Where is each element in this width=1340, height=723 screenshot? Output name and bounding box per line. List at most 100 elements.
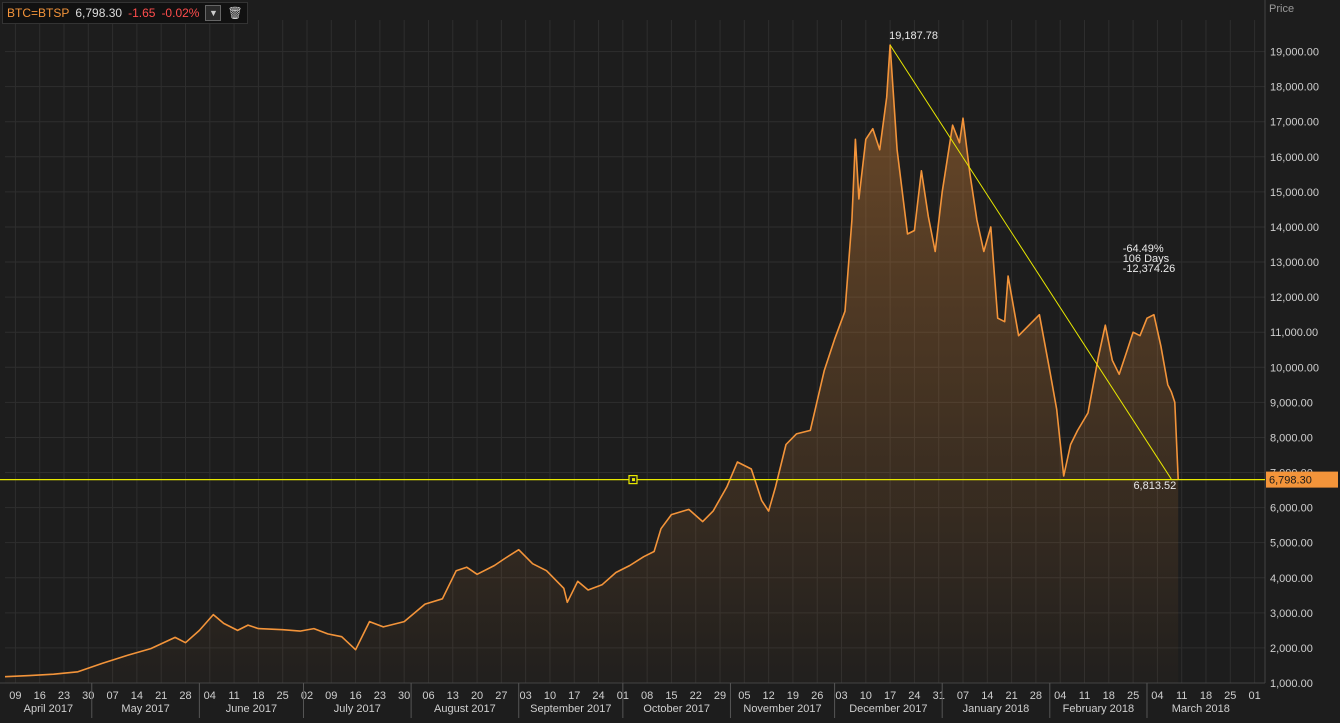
x-month-label: June 2017 xyxy=(226,703,277,715)
annotations: 6,798.30 19,187.78 6,813.52 -64.49%106 Days… xyxy=(0,30,1338,492)
x-day-tick-label: 25 xyxy=(1224,690,1236,702)
x-month-label: April 2017 xyxy=(24,703,74,715)
x-day-tick-label: 29 xyxy=(714,690,726,702)
x-day-tick-label: 11 xyxy=(1176,690,1187,702)
x-day-tick-label: 30 xyxy=(398,690,410,702)
x-month-label: March 2018 xyxy=(1172,703,1230,715)
y-axis-label: Price xyxy=(1269,3,1294,15)
chevron-down-icon[interactable]: ▼ xyxy=(205,5,222,21)
x-day-tick-label: 10 xyxy=(544,690,556,702)
last-price-tag-label: 6,798.30 xyxy=(1269,475,1312,487)
y-tick-label: 5,000.00 xyxy=(1270,538,1313,550)
x-day-tick-label: 09 xyxy=(9,690,21,702)
peak-label: 19,187.78 xyxy=(889,30,938,42)
x-day-tick-label: 11 xyxy=(228,690,239,702)
price-line xyxy=(4,44,1179,678)
x-day-tick-label: 19 xyxy=(787,690,799,702)
x-month-label: May 2017 xyxy=(121,703,169,715)
x-day-tick-label: 22 xyxy=(690,690,702,702)
y-tick-label: 10,000.00 xyxy=(1270,362,1319,374)
x-day-tick-label: 07 xyxy=(106,690,118,702)
x-day-tick-label: 23 xyxy=(374,690,386,702)
x-day-tick-label: 03 xyxy=(835,690,847,702)
ticker-change: -1.65 xyxy=(128,6,156,20)
x-day-tick-label: 10 xyxy=(860,690,872,702)
x-day-tick-label: 25 xyxy=(1127,690,1139,702)
x-month-label: September 2017 xyxy=(530,703,611,715)
x-axis: 09 16 23 30 07 14 21 28 04 11 18 25 02 09 16 23 30 06 13 20… xyxy=(0,682,1265,718)
x-day-tick-label: 09 xyxy=(325,690,337,702)
x-day-tick-label: 16 xyxy=(349,690,361,702)
x-day-tick-label: 24 xyxy=(592,690,604,702)
y-tick-label: 11,000.00 xyxy=(1270,327,1318,339)
x-day-tick-label: 21 xyxy=(155,690,167,702)
y-tick-label: 9,000.00 xyxy=(1270,397,1313,409)
ticker-bar: BTC=BTSP 6,798.30 -1.65 -0.02% ▼ 🗑 xyxy=(2,2,248,24)
x-month-label: August 2017 xyxy=(434,703,496,715)
x-month-label: October 2017 xyxy=(643,703,710,715)
x-day-tick-label: 04 xyxy=(204,690,216,702)
trendline xyxy=(889,44,1172,480)
x-day-tick-label: 07 xyxy=(957,690,969,702)
grid-lines xyxy=(5,20,1265,684)
x-day-tick-label: 13 xyxy=(447,690,459,702)
y-tick-label: 14,000.00 xyxy=(1270,222,1319,234)
x-day-tick-label: 14 xyxy=(131,690,143,702)
x-day-tick-label: 11 xyxy=(1079,690,1090,702)
x-month-label: February 2018 xyxy=(1063,703,1135,715)
x-day-tick-label: 27 xyxy=(495,690,507,702)
x-day-tick-label: 06 xyxy=(422,690,434,702)
y-tick-label: 1,000.00 xyxy=(1270,678,1313,690)
y-tick-label: 6,000.00 xyxy=(1270,503,1313,515)
y-tick-label: 19,000.00 xyxy=(1270,47,1319,59)
price-area xyxy=(4,44,1179,683)
x-month-label: January 2018 xyxy=(963,703,1030,715)
trend-stat-label: -12,374.26 xyxy=(1123,263,1176,275)
x-day-tick-label: 08 xyxy=(641,690,653,702)
line-handle-dot xyxy=(632,478,635,482)
x-day-tick-label: 03 xyxy=(520,690,532,702)
ticker-change-pct: -0.02% xyxy=(161,6,200,20)
last-price-tag xyxy=(1266,471,1338,488)
y-tick-label: 16,000.00 xyxy=(1270,152,1319,164)
y-tick-label: 2,000.00 xyxy=(1270,643,1313,655)
x-day-tick-label: 20 xyxy=(471,690,483,702)
trend-stat-label: 106 Days xyxy=(1123,253,1170,265)
y-tick-label: 3,000.00 xyxy=(1270,608,1313,620)
x-day-tick-label: 30 xyxy=(82,690,94,702)
x-day-tick-label: 02 xyxy=(301,690,313,702)
x-day-tick-label: 21 xyxy=(1005,690,1017,702)
end-label: 6,813.52 xyxy=(1133,480,1176,492)
y-tick-label: 13,000.00 xyxy=(1270,257,1319,269)
x-day-tick-label: 18 xyxy=(1200,690,1212,702)
x-day-tick-label: 15 xyxy=(665,690,677,702)
x-day-tick-label: 05 xyxy=(738,690,750,702)
x-month-label: November 2017 xyxy=(743,703,821,715)
y-tick-label: 8,000.00 xyxy=(1270,432,1313,444)
x-day-tick-label: 04 xyxy=(1151,690,1163,702)
y-tick-label: 12,000.00 xyxy=(1270,292,1319,304)
x-day-tick-label: 28 xyxy=(1030,690,1042,702)
y-tick-label: 18,000.00 xyxy=(1270,82,1319,94)
x-day-tick-label: 04 xyxy=(1054,690,1066,702)
x-day-tick-label: 17 xyxy=(568,690,580,702)
trash-icon[interactable]: 🗑 xyxy=(227,6,243,20)
x-day-tick-label: 18 xyxy=(1103,690,1115,702)
price-area-fill xyxy=(5,45,1179,683)
x-day-tick-label: 18 xyxy=(252,690,264,702)
y-tick-label: 4,000.00 xyxy=(1270,573,1313,585)
x-day-tick-label: 28 xyxy=(179,690,191,702)
ticker-symbol[interactable]: BTC=BTSP xyxy=(7,6,70,20)
x-month-label: July 2017 xyxy=(334,703,381,715)
x-day-tick-label: 01 xyxy=(1248,690,1260,702)
x-day-tick-label: 25 xyxy=(277,690,289,702)
x-day-tick-label: 12 xyxy=(763,690,775,702)
y-tick-label: 17,000.00 xyxy=(1270,117,1319,129)
x-day-tick-label: 14 xyxy=(981,690,993,702)
x-day-tick-label: 16 xyxy=(34,690,46,702)
x-day-tick-label: 17 xyxy=(884,690,896,702)
x-day-tick-label: 24 xyxy=(908,690,920,702)
ticker-last-price: 6,798.30 xyxy=(75,6,123,20)
